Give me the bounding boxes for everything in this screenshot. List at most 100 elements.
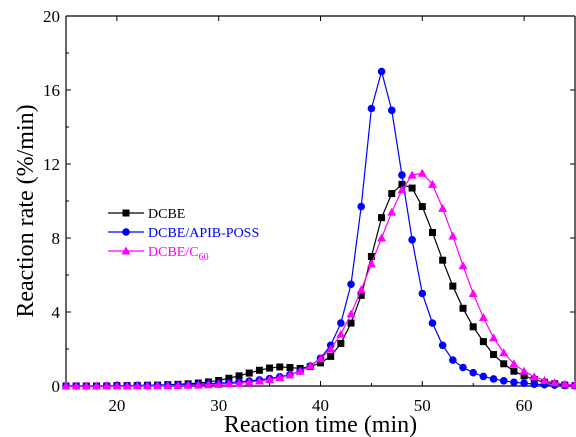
- data-point: [346, 309, 356, 318]
- x-tick-label: 50: [414, 396, 431, 415]
- x-axis-title: Reaction time (min): [224, 412, 417, 437]
- data-point: [183, 380, 193, 389]
- data-point: [530, 380, 539, 388]
- data-point: [357, 291, 365, 299]
- data-point: [132, 381, 142, 390]
- data-point: [112, 381, 122, 390]
- series-dcbe-apib-poss: [62, 67, 576, 390]
- data-point: [235, 372, 243, 380]
- data-point: [317, 359, 324, 367]
- legend-item: DCBE/APIB-POSS: [108, 226, 259, 241]
- data-point: [520, 379, 528, 388]
- data-point: [327, 352, 335, 360]
- data-point: [285, 370, 295, 379]
- data-point: [122, 381, 132, 390]
- data-point: [265, 375, 275, 384]
- data-point: [490, 351, 498, 359]
- data-point: [244, 377, 254, 386]
- x-tick-label: 30: [210, 396, 227, 415]
- data-point: [408, 184, 416, 192]
- data-point: [529, 372, 539, 381]
- data-point: [163, 381, 173, 390]
- data-point: [193, 380, 203, 389]
- y-tick-label: 16: [43, 81, 60, 100]
- data-point: [417, 168, 427, 177]
- data-point: [438, 203, 448, 212]
- data-point: [387, 106, 396, 115]
- data-point: [347, 319, 355, 327]
- data-point: [500, 360, 508, 368]
- data-point: [418, 203, 426, 211]
- data-point: [499, 377, 508, 385]
- data-point: [489, 375, 498, 383]
- data-point: [509, 359, 519, 368]
- legend-marker: [122, 228, 130, 236]
- data-point: [520, 372, 528, 380]
- series-group: [61, 67, 576, 390]
- data-point: [448, 231, 458, 240]
- data-point: [266, 364, 274, 372]
- legend-label: DCBE/C60: [148, 245, 209, 263]
- data-point: [286, 364, 294, 371]
- x-tick-label: 40: [312, 396, 329, 415]
- data-point: [418, 289, 427, 298]
- legend-label: DCBE/APIB-POSS: [148, 226, 259, 241]
- data-point: [439, 256, 447, 264]
- y-tick-label: 12: [43, 155, 60, 174]
- series-dcbe-c60: [61, 168, 576, 390]
- y-axis-title: Reaction rate (%/min): [13, 104, 39, 317]
- y-tick-label: 0: [52, 377, 61, 396]
- data-point: [356, 285, 366, 294]
- data-point: [305, 361, 315, 370]
- data-point: [336, 329, 346, 338]
- data-point: [366, 259, 376, 268]
- data-point: [367, 253, 375, 260]
- data-point: [539, 375, 549, 384]
- data-point: [398, 171, 406, 179]
- series-line: [66, 69, 576, 387]
- data-point: [510, 367, 518, 375]
- data-point: [81, 381, 91, 390]
- x-tick-label: 20: [108, 396, 125, 415]
- legend-item: DCBE/C60: [108, 245, 209, 263]
- data-point: [458, 261, 468, 270]
- data-point: [407, 170, 417, 179]
- data-point: [479, 338, 487, 346]
- data-point: [214, 379, 224, 388]
- data-point: [377, 67, 386, 76]
- data-point: [388, 190, 396, 198]
- data-point: [254, 376, 264, 385]
- data-point: [357, 202, 366, 211]
- legend: DCBE DCBE/APIB-POSS DCBE/C60: [108, 207, 259, 263]
- data-point: [427, 179, 437, 188]
- data-point: [489, 333, 499, 342]
- data-point: [479, 372, 488, 381]
- data-point: [61, 381, 71, 390]
- data-point: [469, 323, 477, 331]
- data-point: [459, 304, 467, 312]
- legend-label-text: DCBE/APIB-POSS: [148, 226, 259, 241]
- data-point: [225, 374, 233, 382]
- data-point: [428, 228, 436, 236]
- data-point: [276, 363, 284, 371]
- data-point: [398, 180, 406, 188]
- x-tick-label: 60: [516, 396, 533, 415]
- data-point: [499, 348, 509, 357]
- data-point: [337, 339, 345, 347]
- data-point: [295, 366, 305, 375]
- data-point: [428, 319, 437, 327]
- data-point: [397, 185, 407, 194]
- data-point: [378, 214, 386, 222]
- data-point: [438, 341, 447, 350]
- data-point: [275, 373, 285, 382]
- legend-marker: [122, 209, 130, 217]
- data-point: [234, 378, 244, 387]
- data-point: [326, 344, 336, 353]
- data-point: [560, 379, 570, 388]
- data-point: [92, 381, 102, 390]
- data-point: [102, 381, 112, 390]
- y-tick-label: 8: [52, 229, 61, 248]
- data-point: [519, 366, 529, 375]
- legend-marker: [121, 246, 131, 255]
